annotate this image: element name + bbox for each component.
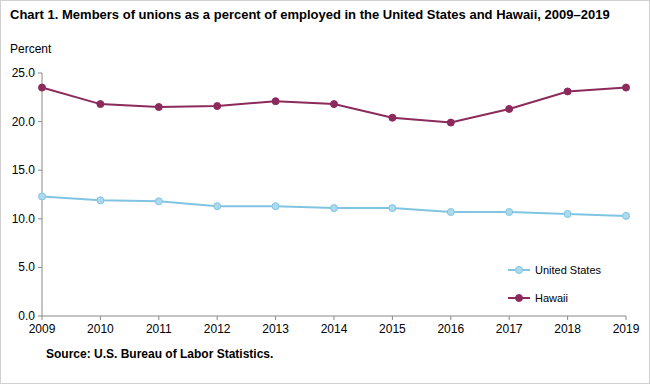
series-point: [39, 84, 46, 91]
x-tick: [392, 316, 393, 320]
x-tick-label: 2011: [146, 322, 172, 336]
chart: Chart 1. Members of unions as a percent …: [0, 0, 650, 384]
series-point: [564, 210, 571, 217]
series-point: [506, 208, 513, 215]
x-tick-label: 2017: [496, 322, 523, 336]
x-tick: [158, 316, 159, 320]
x-tick: [217, 316, 218, 320]
y-tick: [38, 316, 42, 317]
series-point: [331, 101, 338, 108]
y-tick-label: 5.0: [18, 260, 35, 274]
series-point: [214, 203, 221, 210]
x-tick: [275, 316, 276, 320]
x-tick-label: 2015: [379, 322, 406, 336]
series-point: [447, 119, 454, 126]
x-tick-label: 2016: [437, 322, 464, 336]
x-tick: [509, 316, 510, 320]
x-tick-label: 2018: [554, 322, 581, 336]
legend-label: United States: [535, 264, 602, 276]
series-point: [97, 101, 104, 108]
y-tick: [38, 121, 42, 122]
x-tick: [567, 316, 568, 320]
series-line: [42, 196, 626, 215]
series-point: [564, 88, 571, 95]
y-label: Percent: [10, 42, 52, 56]
series-point: [389, 114, 396, 121]
x-tick: [100, 316, 101, 320]
x-tick-label: 2019: [613, 322, 640, 336]
x-tick: [450, 316, 451, 320]
y-tick-label: 0.0: [18, 309, 35, 323]
y-tick: [38, 73, 42, 74]
series-point: [39, 193, 46, 200]
x-tick: [626, 316, 627, 320]
x-tick-label: 2012: [204, 322, 231, 336]
legend-label: Hawaii: [535, 292, 568, 304]
title: Chart 1. Members of unions as a percent …: [10, 7, 610, 22]
y-tick-label: 20.0: [12, 115, 36, 129]
x-tick-label: 2010: [87, 322, 114, 336]
legend-marker: [516, 295, 523, 302]
legend: United States Hawaii: [508, 264, 602, 304]
y-tick: [38, 267, 42, 268]
series-point: [447, 208, 454, 215]
y-tick: [38, 170, 42, 171]
series-point: [155, 198, 162, 205]
series-point: [214, 103, 221, 110]
y-tick-label: 25.0: [12, 66, 36, 80]
x-tick-label: 2014: [321, 322, 348, 336]
background: [1, 1, 650, 384]
series-point: [155, 104, 162, 111]
y-tick-label: 10.0: [12, 212, 36, 226]
legend-marker: [516, 267, 523, 274]
y-tick: [38, 218, 42, 219]
x-tick-label: 2013: [262, 322, 289, 336]
series-point: [331, 205, 338, 212]
series-point: [272, 98, 279, 105]
series-point: [389, 205, 396, 212]
x-tick: [334, 316, 335, 320]
series-point: [623, 212, 630, 219]
x-tick-label: 2009: [29, 322, 56, 336]
y-tick-label: 15.0: [12, 163, 36, 177]
series-point: [506, 105, 513, 112]
series-line: [42, 88, 626, 123]
series-point: [623, 84, 630, 91]
plot-area: [39, 84, 630, 219]
x-axis: [42, 316, 626, 317]
series-point: [97, 197, 104, 204]
x-tick: [42, 316, 43, 320]
series-point: [272, 203, 279, 210]
source: Source: U.S. Bureau of Labor Statistics.: [46, 347, 273, 361]
